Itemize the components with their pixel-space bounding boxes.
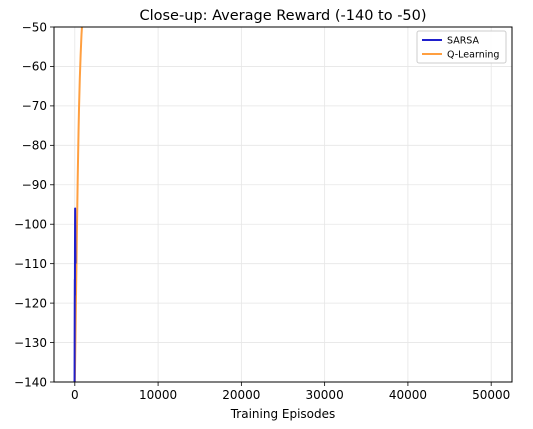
legend-label-sarsa: SARSA (447, 36, 480, 47)
y-tick-label: −110 (14, 257, 47, 271)
x-axis-ticks: 0 10000 20000 30000 40000 50000 (71, 382, 510, 402)
legend-label-q-learning: Q-Learning (447, 50, 499, 61)
series-line-sarsa (73, 207, 77, 382)
grid (54, 26, 512, 383)
x-tick-label: 0 (71, 388, 79, 402)
y-tick-label: −140 (14, 375, 47, 389)
x-tick-label: 30000 (306, 388, 344, 402)
series-line-q-learning (73, 27, 83, 382)
plot-frame (53, 26, 513, 383)
chart-title: Close-up: Average Reward (-140 to -50) (139, 8, 426, 24)
y-tick-label: −60 (22, 60, 47, 74)
series-group (73, 27, 83, 382)
y-tick-label: −80 (22, 139, 47, 153)
x-tick-label: 20000 (222, 388, 260, 402)
x-axis-label: Training Episodes (230, 407, 336, 421)
y-tick-label: −90 (22, 178, 47, 192)
y-tick-label: −100 (14, 218, 47, 232)
y-tick-label: −120 (14, 296, 47, 310)
x-tick-label: 40000 (389, 388, 427, 402)
x-tick-label: 10000 (139, 388, 177, 402)
legend: SARSA Q-Learning (416, 30, 507, 64)
y-axis-ticks: −50 −60 −70 −80 −90 −100 −110 −120 −130 −140 (14, 20, 54, 389)
x-tick-label: 50000 (472, 388, 510, 402)
y-tick-label: −50 (22, 20, 47, 34)
y-tick-label: −70 (22, 99, 47, 113)
y-tick-label: −130 (14, 336, 47, 350)
